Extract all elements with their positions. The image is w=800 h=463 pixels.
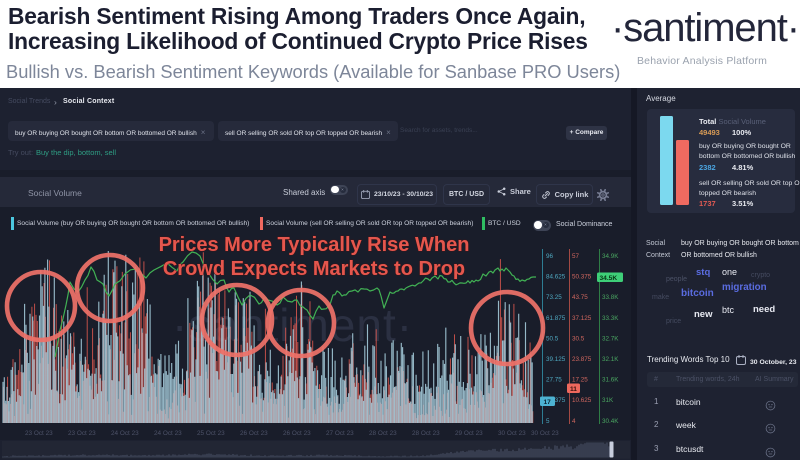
svg-text:32.7K: 32.7K	[602, 335, 619, 342]
svg-text:28 Oct 23: 28 Oct 23	[412, 430, 440, 437]
svg-text:43.75: 43.75	[572, 294, 588, 301]
svg-text:27.75: 27.75	[546, 377, 562, 384]
svg-text:96: 96	[546, 253, 554, 260]
svg-text:84.625: 84.625	[546, 274, 566, 281]
svg-text:17: 17	[544, 399, 552, 406]
svg-text:25 Oct 23: 25 Oct 23	[197, 430, 225, 437]
svg-text:34.9K: 34.9K	[602, 253, 619, 260]
svg-text:24 Oct 23: 24 Oct 23	[154, 430, 182, 437]
svg-text:50.375: 50.375	[572, 274, 592, 281]
svg-text:33.3K: 33.3K	[602, 315, 619, 322]
svg-text:10.625: 10.625	[572, 397, 592, 404]
svg-text:50.5: 50.5	[546, 335, 559, 342]
svg-text:30.5: 30.5	[572, 335, 585, 342]
svg-text:73.25: 73.25	[546, 294, 562, 301]
svg-text:Prices More Typically Rise Whe: Prices More Typically Rise When	[159, 234, 470, 256]
svg-text:30.4K: 30.4K	[602, 418, 619, 425]
svg-text:23 Oct 23: 23 Oct 23	[25, 430, 53, 437]
svg-text:61.875: 61.875	[546, 315, 566, 322]
svg-text:33.8K: 33.8K	[602, 294, 619, 301]
svg-text:28 Oct 23: 28 Oct 23	[369, 430, 397, 437]
svg-text:34.5K: 34.5K	[600, 275, 618, 282]
svg-text:31.6K: 31.6K	[602, 377, 619, 384]
svg-text:5: 5	[546, 418, 550, 425]
svg-text:27 Oct 23: 27 Oct 23	[326, 430, 354, 437]
svg-text:57: 57	[572, 253, 580, 260]
svg-text:24 Oct 23: 24 Oct 23	[111, 430, 139, 437]
svg-text:11: 11	[570, 386, 577, 393]
svg-text:30 Oct 23: 30 Oct 23	[498, 430, 526, 437]
svg-text:23.875: 23.875	[572, 356, 592, 363]
svg-text:17.25: 17.25	[572, 377, 588, 384]
svg-text:4: 4	[572, 418, 576, 425]
svg-text:26 Oct 23: 26 Oct 23	[240, 430, 268, 437]
svg-text:23 Oct 23: 23 Oct 23	[68, 430, 96, 437]
svg-text:39.125: 39.125	[546, 356, 566, 363]
svg-text:31K: 31K	[602, 397, 614, 404]
svg-text:32.1K: 32.1K	[602, 356, 619, 363]
svg-text:30 Oct 23: 30 Oct 23	[531, 430, 559, 437]
svg-text:37.125: 37.125	[572, 315, 592, 322]
svg-text:26 Oct 23: 26 Oct 23	[283, 430, 311, 437]
svg-text:16.375: 16.375	[546, 397, 566, 404]
svg-text:Crowd Expects Markets to Drop: Crowd Expects Markets to Drop	[163, 258, 465, 280]
svg-text:29 Oct 23: 29 Oct 23	[455, 430, 483, 437]
